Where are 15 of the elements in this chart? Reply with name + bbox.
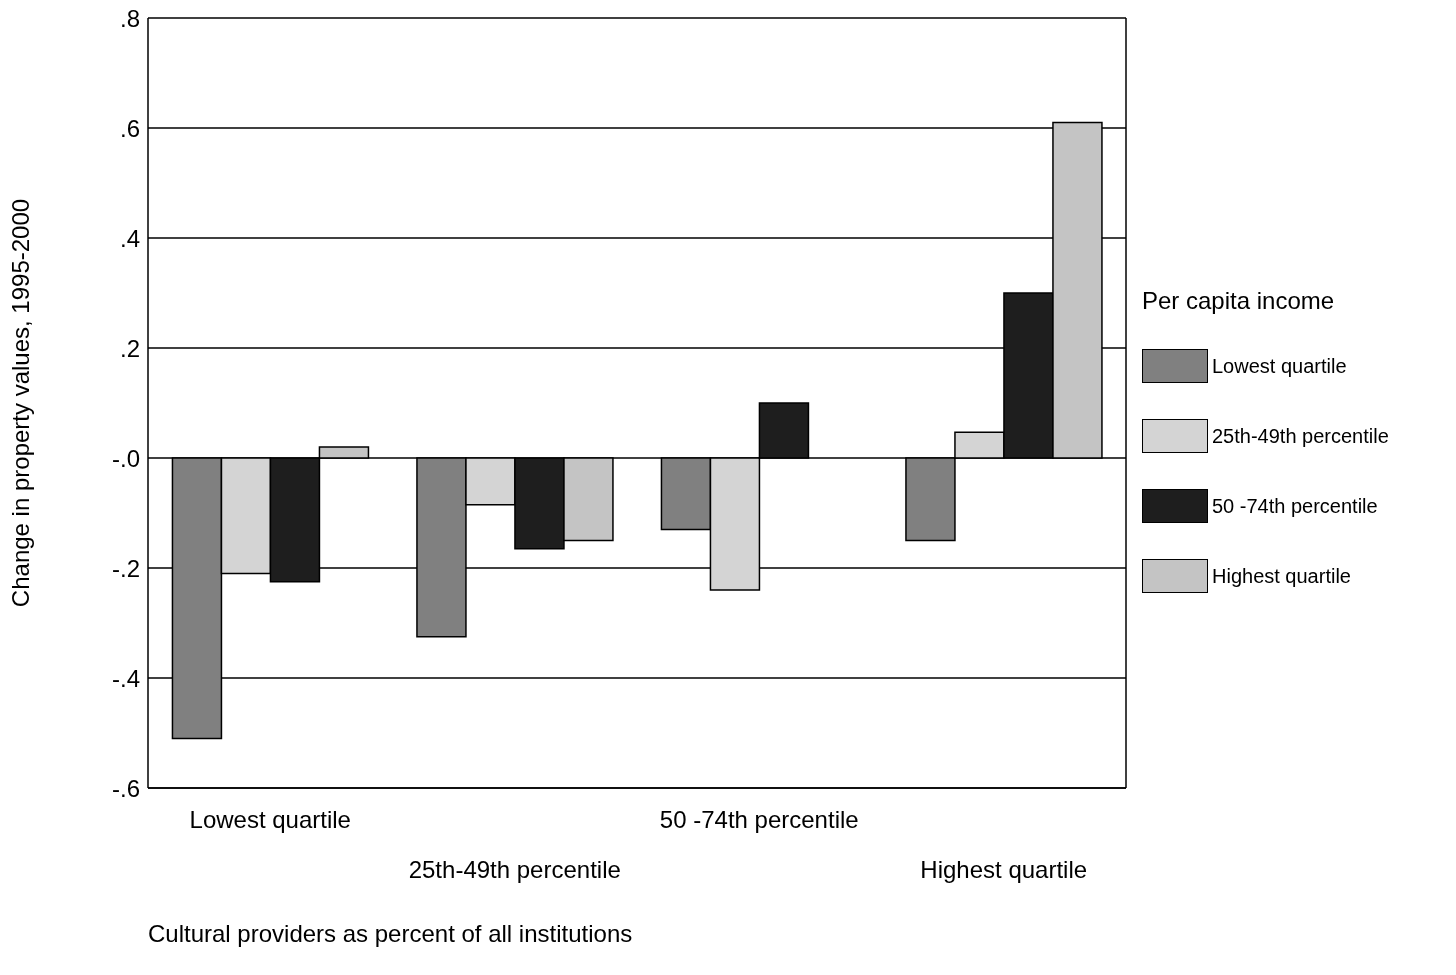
legend-label: 25th-49th percentile (1212, 424, 1389, 448)
y-tick-label: .8 (119, 4, 140, 32)
y-tick-label: -.0 (111, 444, 140, 472)
y-tick-label: .6 (119, 114, 140, 142)
y-tick-label: .2 (119, 334, 140, 362)
legend-label: Lowest quartile (1212, 354, 1347, 378)
y-tick-label: -.6 (111, 774, 140, 802)
y-axis-title: Change in property values, 1995-2000 (6, 198, 34, 608)
y-tick-label: -.4 (111, 664, 140, 692)
y-tick-label: -.2 (111, 554, 140, 582)
legend-label: 50 -74th percentile (1212, 494, 1378, 518)
x-axis-title: Cultural providers as percent of all institutions (148, 920, 633, 948)
legend-label: Highest quartile (1212, 564, 1351, 588)
legend-title: Per capita income (1142, 287, 1336, 315)
y-tick-label: .4 (119, 224, 140, 252)
